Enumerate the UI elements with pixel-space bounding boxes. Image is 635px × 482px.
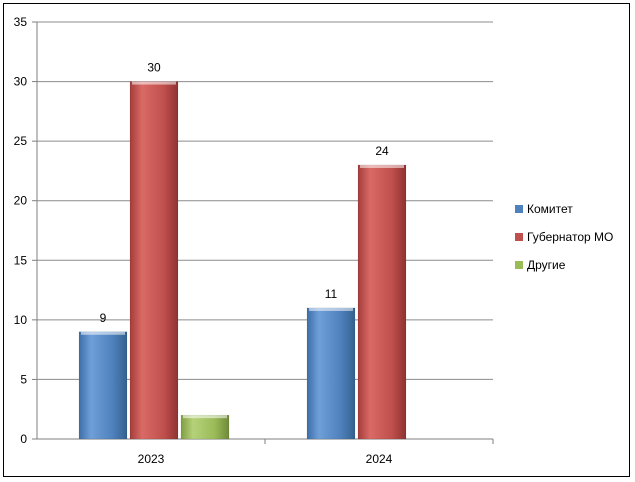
bar-bevel-highlight	[81, 331, 125, 335]
axes: 0 5 10 15 20 25 30 35 2023 2024	[14, 15, 494, 466]
data-label: 9	[100, 311, 107, 325]
bar-bevel-highlight	[132, 81, 176, 85]
legend-swatch	[515, 205, 523, 213]
x-tick-label: 2023	[138, 452, 165, 466]
bars	[78, 81, 407, 440]
data-label: 24	[375, 144, 389, 158]
bar-другие-2023	[180, 414, 230, 440]
bar-комитет-2024	[306, 307, 356, 440]
y-tick-label: 5	[20, 372, 27, 386]
legend-entry: Губернатор МО	[527, 230, 613, 244]
bar-bevel-highlight	[309, 307, 353, 311]
legend-swatch	[515, 233, 523, 241]
legend-entry: Другие	[527, 258, 566, 272]
y-tick-label: 35	[14, 15, 28, 29]
bar-комитет-2023	[78, 331, 128, 440]
legend-swatch	[515, 261, 523, 269]
y-tick-label: 30	[14, 75, 28, 89]
bar-губернатор-мо-2024	[357, 164, 407, 440]
x-tick-label: 2024	[366, 452, 393, 466]
bar-bevel-highlight	[360, 164, 404, 168]
legend: Комитет Губернатор МО Другие	[515, 202, 613, 272]
data-label: 11	[325, 287, 338, 301]
y-tick-label: 0	[20, 432, 27, 446]
y-tick-label: 10	[14, 313, 28, 327]
y-tick-label: 15	[14, 253, 28, 267]
data-labels: 9 30 11 24	[100, 61, 389, 325]
data-label: 30	[147, 61, 161, 75]
bar-губернатор-мо-2023	[129, 81, 179, 440]
y-tick-label: 20	[14, 194, 28, 208]
gridlines	[37, 21, 493, 380]
y-tick-label: 25	[14, 134, 28, 148]
bar-bevel-highlight	[183, 415, 227, 419]
legend-entry: Комитет	[527, 202, 573, 216]
